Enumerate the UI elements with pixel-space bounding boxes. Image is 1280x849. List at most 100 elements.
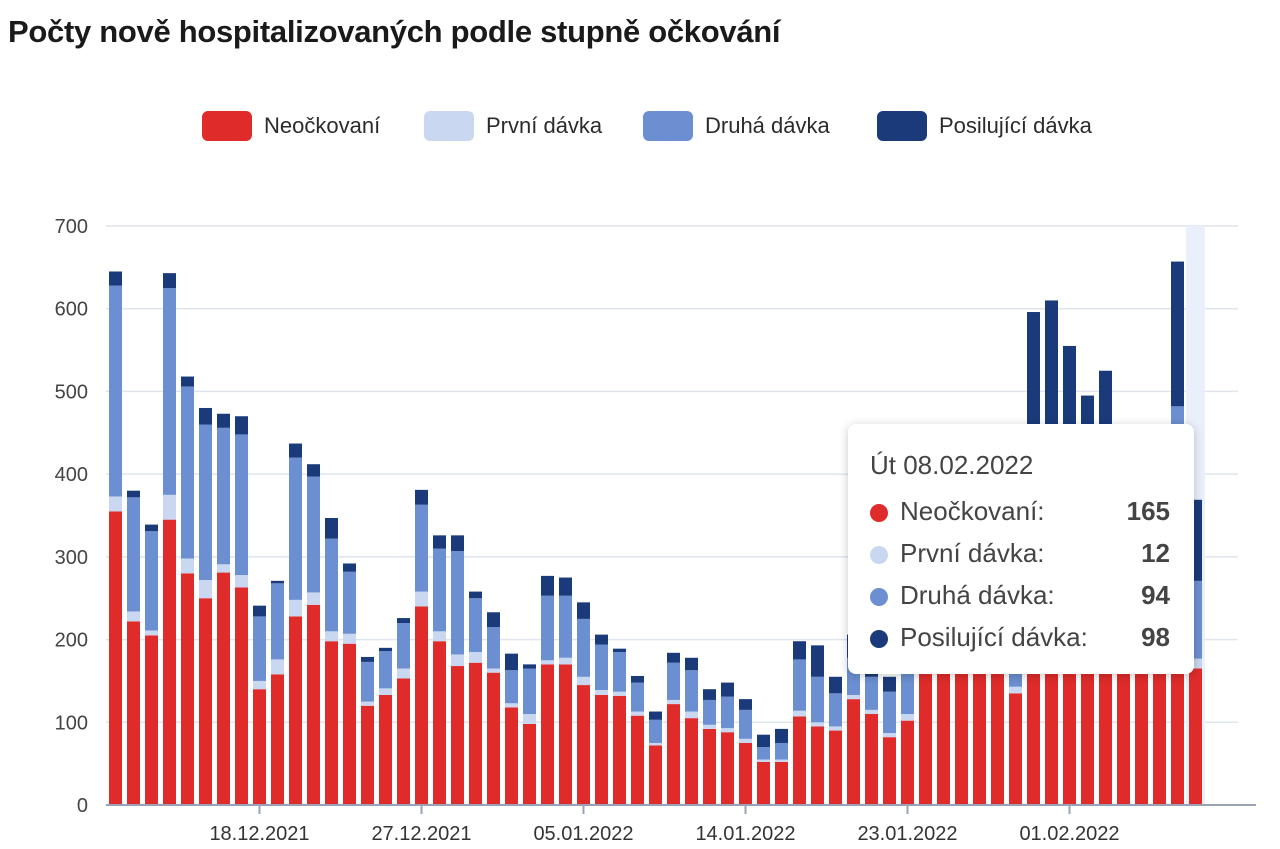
bar-segment-second-dose[interactable]: [343, 571, 356, 634]
bar-segment-first-dose[interactable]: [595, 690, 608, 695]
bar-segment-second-dose[interactable]: [577, 618, 590, 677]
bar-segment-unvaccinated[interactable]: [469, 662, 482, 805]
legend-item-second-dose[interactable]: Druhá dávka: [643, 108, 830, 144]
bar-segment-booster[interactable]: [109, 271, 122, 286]
bar-segment-first-dose[interactable]: [397, 668, 410, 679]
bar-segment-first-dose[interactable]: [307, 592, 320, 605]
bar-segment-first-dose[interactable]: [1009, 686, 1022, 694]
bar-segment-second-dose[interactable]: [505, 670, 518, 704]
bar-segment-booster[interactable]: [685, 657, 698, 671]
bar-segment-booster[interactable]: [325, 517, 338, 539]
bar-segment-second-dose[interactable]: [325, 538, 338, 632]
bar-segment-first-dose[interactable]: [199, 580, 212, 599]
bar-segment-booster[interactable]: [307, 464, 320, 477]
bar-segment-unvaccinated[interactable]: [379, 694, 392, 805]
bar-segment-unvaccinated[interactable]: [937, 664, 950, 805]
bar-segment-second-dose[interactable]: [667, 662, 680, 700]
bar-segment-first-dose[interactable]: [613, 691, 626, 696]
bar-segment-second-dose[interactable]: [649, 719, 662, 743]
bar-segment-booster[interactable]: [739, 699, 752, 710]
bar-segment-unvaccinated[interactable]: [991, 664, 1004, 805]
bar-segment-second-dose[interactable]: [145, 531, 158, 631]
bar-segment-second-dose[interactable]: [541, 595, 554, 661]
bar-segment-first-dose[interactable]: [181, 558, 194, 574]
bar-segment-unvaccinated[interactable]: [325, 641, 338, 805]
bar-segment-booster[interactable]: [433, 535, 446, 549]
bar-segment-booster[interactable]: [721, 682, 734, 697]
bar-segment-second-dose[interactable]: [109, 285, 122, 497]
bar-segment-unvaccinated[interactable]: [181, 573, 194, 805]
bar-segment-first-dose[interactable]: [469, 651, 482, 663]
bar-segment-unvaccinated[interactable]: [685, 718, 698, 805]
bar-segment-booster[interactable]: [703, 689, 716, 700]
bar-segment-booster[interactable]: [541, 575, 554, 596]
bar-segment-first-dose[interactable]: [865, 709, 878, 715]
bar-segment-second-dose[interactable]: [469, 598, 482, 652]
bar-segment-booster[interactable]: [415, 489, 428, 505]
bar-segment-second-dose[interactable]: [811, 676, 824, 723]
bar-segment-unvaccinated[interactable]: [415, 606, 428, 805]
bar-segment-unvaccinated[interactable]: [163, 519, 176, 805]
bar-segment-first-dose[interactable]: [739, 738, 752, 743]
bar-segment-second-dose[interactable]: [127, 497, 140, 612]
bar-segment-first-dose[interactable]: [271, 659, 284, 675]
bar-segment-unvaccinated[interactable]: [307, 604, 320, 805]
bar-segment-first-dose[interactable]: [883, 733, 896, 738]
bar-segment-unvaccinated[interactable]: [505, 707, 518, 805]
bar-segment-booster[interactable]: [505, 653, 518, 671]
bar-segment-second-dose[interactable]: [397, 623, 410, 669]
bar-segment-unvaccinated[interactable]: [667, 704, 680, 805]
bar-segment-unvaccinated[interactable]: [829, 730, 842, 805]
bar-segment-second-dose[interactable]: [415, 504, 428, 592]
bar-segment-first-dose[interactable]: [109, 496, 122, 512]
bar-segment-unvaccinated[interactable]: [775, 761, 788, 805]
bar-segment-second-dose[interactable]: [289, 457, 302, 600]
bar-segment-booster[interactable]: [289, 443, 302, 458]
bar-segment-unvaccinated[interactable]: [235, 587, 248, 805]
bar-segment-booster[interactable]: [775, 728, 788, 743]
bar-segment-booster[interactable]: [793, 641, 806, 660]
bar-segment-unvaccinated[interactable]: [793, 716, 806, 805]
legend-item-booster[interactable]: Posilující dávka: [877, 108, 1092, 144]
bar-segment-booster[interactable]: [451, 535, 464, 552]
bar-segment-first-dose[interactable]: [217, 564, 230, 573]
bar-segment-unvaccinated[interactable]: [253, 689, 266, 805]
bar-segment-first-dose[interactable]: [379, 688, 392, 695]
bar-segment-unvaccinated[interactable]: [451, 666, 464, 805]
bar-segment-booster[interactable]: [559, 577, 572, 596]
bar-segment-unvaccinated[interactable]: [289, 616, 302, 805]
bar-segment-first-dose[interactable]: [127, 611, 140, 622]
bar-segment-second-dose[interactable]: [217, 427, 230, 565]
bar-segment-second-dose[interactable]: [757, 747, 770, 760]
bar-segment-unvaccinated[interactable]: [721, 732, 734, 805]
bar-segment-first-dose[interactable]: [631, 711, 644, 716]
bar-segment-booster[interactable]: [145, 524, 158, 532]
bar-segment-booster[interactable]: [379, 647, 392, 652]
bar-segment-booster[interactable]: [487, 612, 500, 628]
bar-segment-unvaccinated[interactable]: [559, 664, 572, 805]
bar-segment-first-dose[interactable]: [559, 657, 572, 665]
bar-segment-booster[interactable]: [235, 416, 248, 435]
bar-segment-first-dose[interactable]: [829, 726, 842, 731]
bar-segment-second-dose[interactable]: [613, 651, 626, 692]
bar-segment-booster[interactable]: [613, 648, 626, 652]
bar-segment-unvaccinated[interactable]: [577, 685, 590, 805]
bar-segment-first-dose[interactable]: [775, 759, 788, 762]
bar-segment-first-dose[interactable]: [235, 575, 248, 588]
bar-segment-unvaccinated[interactable]: [1099, 660, 1112, 805]
bar-segment-first-dose[interactable]: [289, 599, 302, 617]
bar-segment-unvaccinated[interactable]: [343, 643, 356, 805]
bar-segment-unvaccinated[interactable]: [271, 674, 284, 805]
bar-segment-booster[interactable]: [649, 711, 662, 720]
bar-segment-first-dose[interactable]: [523, 714, 536, 724]
bar-segment-unvaccinated[interactable]: [487, 672, 500, 805]
bar-segment-booster[interactable]: [397, 618, 410, 624]
bar-segment-unvaccinated[interactable]: [595, 694, 608, 805]
legend-item-first-dose[interactable]: První dávka: [424, 108, 602, 144]
bar-segment-unvaccinated[interactable]: [541, 664, 554, 805]
bar-segment-booster[interactable]: [271, 580, 284, 584]
bar-segment-first-dose[interactable]: [433, 631, 446, 642]
bar-segment-second-dose[interactable]: [595, 644, 608, 691]
bar-segment-first-dose[interactable]: [577, 676, 590, 686]
bar-segment-booster[interactable]: [595, 634, 608, 645]
